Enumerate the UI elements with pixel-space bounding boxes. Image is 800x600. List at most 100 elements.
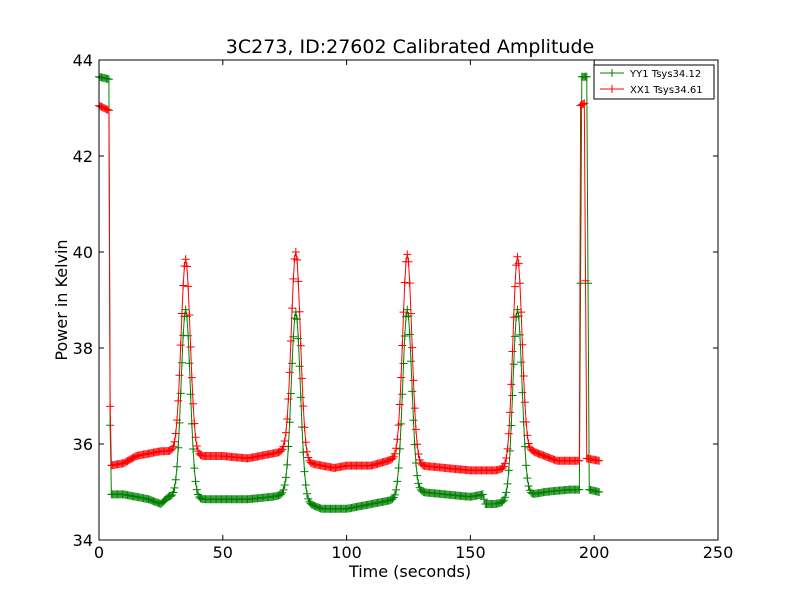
data-point	[169, 488, 178, 497]
chart-title: 3C273, ID:27602 Calibrated Amplitude	[226, 36, 594, 58]
data-point	[190, 464, 199, 473]
data-point	[103, 105, 112, 114]
data-point	[394, 421, 403, 430]
data-point	[104, 75, 113, 84]
x-axis-label: Time (seconds)	[348, 562, 471, 581]
data-point	[394, 464, 403, 473]
data-point	[171, 475, 180, 484]
data-point	[413, 440, 422, 449]
plot-area	[99, 60, 718, 540]
data-point	[284, 394, 293, 403]
data-point	[176, 389, 185, 398]
data-point	[300, 423, 309, 432]
data-point	[393, 435, 402, 444]
data-point	[296, 393, 305, 402]
x-tick-label: 100	[331, 543, 362, 562]
x-tick-label: 0	[94, 543, 104, 562]
data-point	[174, 443, 183, 452]
y-tick-label: 44	[73, 51, 93, 70]
legend-marker	[608, 69, 616, 77]
data-point	[398, 341, 407, 350]
data-point	[519, 371, 528, 380]
data-point	[579, 100, 588, 108]
data-point	[406, 357, 415, 366]
data-point	[390, 449, 399, 458]
data-point	[523, 431, 532, 440]
data-point	[518, 340, 527, 349]
data-point	[400, 278, 409, 287]
data-point	[189, 399, 198, 408]
data-point	[186, 342, 195, 351]
data-point	[411, 425, 420, 434]
data-point	[298, 374, 307, 383]
data-point	[171, 429, 180, 438]
data-point	[176, 341, 185, 350]
data-point	[580, 99, 589, 108]
data-point	[504, 429, 513, 438]
data-point	[279, 442, 288, 451]
data-point	[280, 481, 289, 490]
data-point	[514, 259, 523, 268]
data-point	[498, 463, 507, 472]
data-point	[192, 485, 201, 494]
data-point	[504, 466, 513, 475]
data-point	[507, 421, 516, 430]
data-point	[301, 438, 310, 447]
data-point	[181, 305, 190, 314]
y-tick-label: 42	[73, 147, 93, 166]
data-point	[413, 471, 422, 480]
data-point	[291, 248, 300, 256]
data-point	[524, 482, 533, 491]
series-layer	[95, 72, 604, 513]
data-point	[295, 307, 304, 316]
y-tick-label: 38	[73, 339, 93, 358]
data-point	[478, 490, 487, 499]
data-point	[515, 330, 524, 339]
data-point	[595, 456, 604, 465]
data-point	[288, 304, 297, 313]
data-point	[172, 462, 181, 471]
data-point	[509, 360, 518, 369]
data-point	[388, 454, 397, 463]
legend-label-yy1: YY1 Tsys34.12	[629, 69, 701, 80]
data-point	[581, 276, 590, 285]
data-point	[302, 447, 311, 456]
data-point	[502, 454, 511, 463]
data-point	[185, 310, 194, 319]
data-point	[508, 347, 517, 356]
ticks-layer: 0 50 100 150 200 250 34 36 38 40 42 44	[73, 51, 734, 562]
y-tick-label: 36	[73, 435, 93, 454]
data-point	[410, 404, 419, 413]
data-point	[503, 444, 512, 453]
data-point	[299, 448, 308, 457]
data-point	[397, 373, 406, 382]
data-point	[293, 256, 302, 265]
data-point	[498, 497, 507, 506]
data-point	[408, 343, 417, 352]
legend: YY1 Tsys34.12 XX1 Tsys34.61	[593, 64, 715, 100]
data-point	[522, 418, 531, 427]
data-point	[191, 433, 200, 442]
data-point	[281, 473, 290, 482]
data-point	[186, 390, 195, 399]
data-point	[507, 380, 516, 389]
data-point	[405, 279, 414, 288]
x-tick-label: 200	[579, 543, 610, 562]
data-point	[400, 331, 409, 340]
series-markers-1	[95, 99, 604, 475]
data-point	[285, 368, 294, 377]
data-point	[399, 308, 408, 317]
data-point	[575, 456, 584, 465]
data-point	[513, 252, 522, 261]
data-point	[182, 262, 191, 271]
data-point	[480, 495, 489, 504]
legend-marker	[608, 85, 616, 93]
data-point	[299, 402, 308, 411]
data-point	[395, 400, 404, 409]
data-point	[523, 474, 532, 483]
data-point	[518, 388, 527, 397]
data-point	[502, 488, 511, 497]
data-point	[288, 359, 297, 368]
data-point	[289, 274, 298, 283]
